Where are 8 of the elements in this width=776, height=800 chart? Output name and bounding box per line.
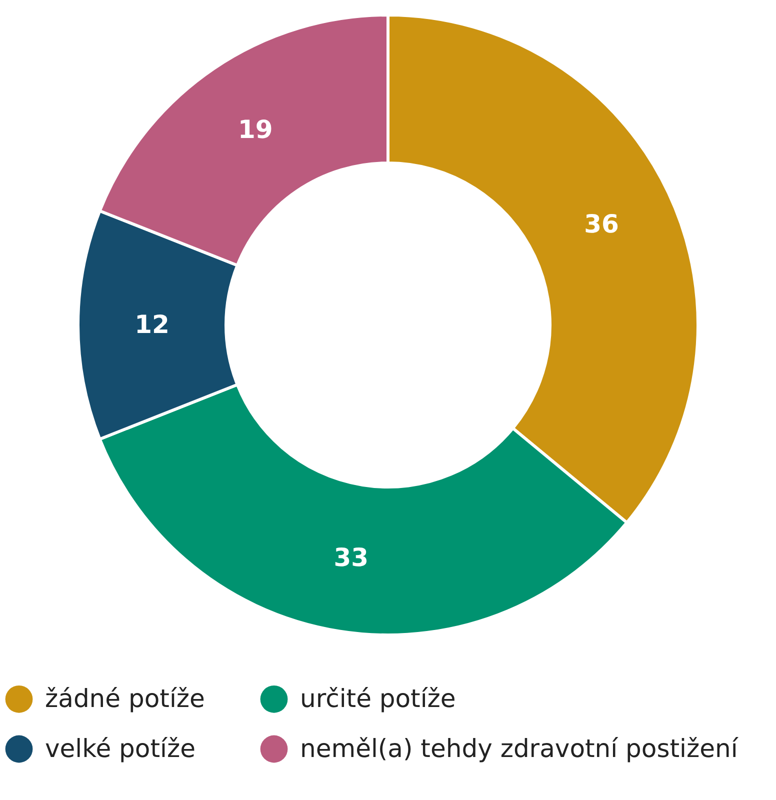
data-label: 36 [584,210,619,239]
legend-label: určité potíže [300,684,456,714]
legend-label: velké potíže [45,734,196,763]
data-label: 12 [134,310,170,339]
data-label: 19 [238,114,273,144]
data-label: 33 [334,543,368,572]
legend-label: žádné potíže [45,684,205,714]
legend-label: neměl(a) tehdy zdravotní postižení [300,734,739,763]
